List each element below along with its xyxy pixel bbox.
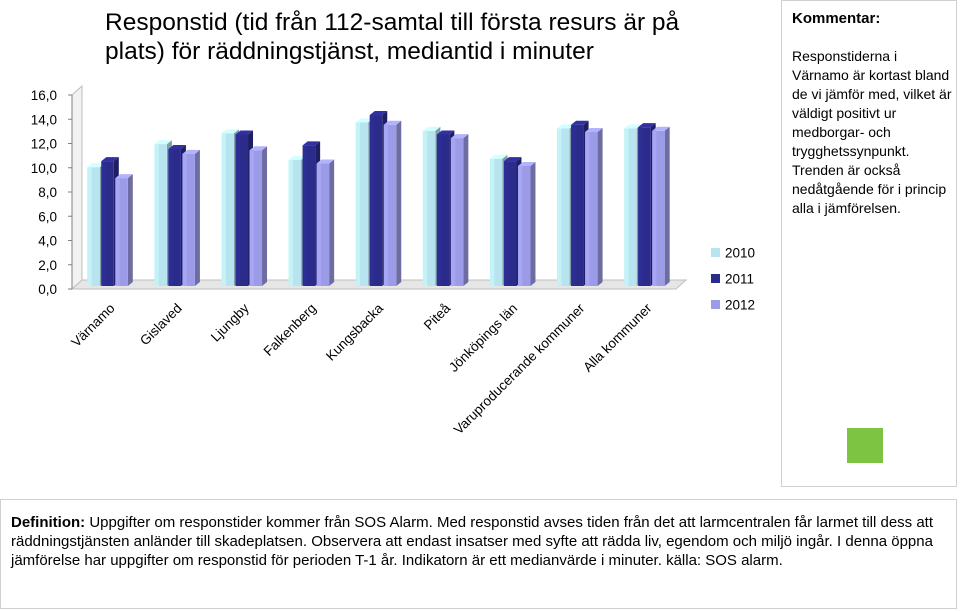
y-tick-label: 14,0: [31, 112, 57, 127]
bar-2012: [383, 120, 402, 286]
x-tick-label: Piteå: [421, 300, 454, 333]
legend-label-2010: 2010: [725, 246, 755, 261]
chart-title: Responstid (tid från 112-samtal till för…: [105, 9, 680, 65]
bar-2012: [585, 128, 603, 286]
status-indicator: [847, 428, 883, 463]
y-tick-label: 6,0: [38, 209, 57, 224]
bar-2012: [182, 149, 200, 286]
y-tick-label: 2,0: [38, 258, 57, 273]
chart-side-wall: [71, 84, 83, 291]
comment-panel: Kommentar: Responstiderna i Värnamo är k…: [781, 0, 957, 487]
definition-body: Uppgifter om responstider kommer från SO…: [11, 514, 934, 569]
bar-2012: [517, 161, 536, 286]
legend-swatch-2011: [711, 274, 720, 283]
x-tick-label: Ljungby: [208, 300, 252, 344]
bar-2012: [115, 174, 133, 286]
comment-heading: Kommentar:: [792, 10, 881, 27]
legend-label-2011: 2011: [725, 272, 754, 287]
definition-text: Definition: Uppgifter om responstider ko…: [11, 513, 941, 570]
definition-panel: Definition: Uppgifter om responstider ko…: [0, 499, 957, 609]
definition-label: Definition:: [11, 514, 86, 531]
y-tick-label: 0,0: [38, 282, 57, 297]
bar-2012: [316, 159, 335, 286]
x-tick-label: Jönköpings län: [446, 301, 520, 375]
y-tick-label: 8,0: [38, 185, 57, 200]
x-tick-label: Alla kommuner: [580, 300, 655, 375]
bar-2012: [450, 134, 469, 286]
chart: 0,0 2,0 4,0 6,0 8,0 10,0 12,0 14,0 16,0 Värnamo Gi…: [31, 84, 755, 437]
y-tick-label: 12,0: [31, 137, 57, 152]
y-tick-label: 10,0: [31, 161, 57, 176]
x-tick-label: Varuproducerande kommuner: [451, 300, 588, 437]
legend-label-2012: 2012: [725, 298, 755, 313]
x-tick-label: Gislaved: [137, 301, 185, 349]
legend-swatch-2010: [711, 248, 720, 257]
legend-swatch-2012: [711, 300, 720, 309]
bar-2012: [249, 146, 268, 286]
bar-2012: [652, 126, 670, 286]
x-tick-label: Kungsbacka: [323, 300, 386, 363]
comment-text: Responstiderna i Värnamo är kortast blan…: [792, 48, 952, 216]
y-tick-label: 16,0: [31, 88, 57, 103]
x-tick-label: Värnamo: [68, 301, 117, 350]
y-tick-label: 4,0: [38, 234, 57, 249]
x-tick-label: Falkenberg: [261, 301, 319, 359]
